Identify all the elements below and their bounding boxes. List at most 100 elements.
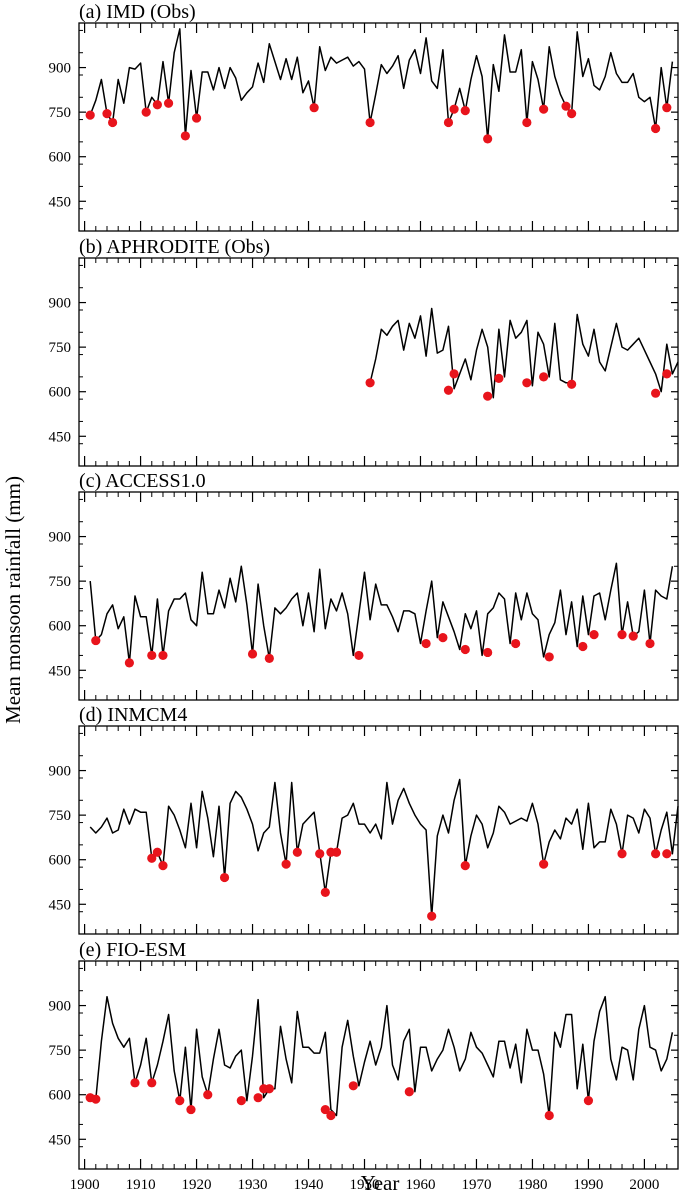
dry-year-marker <box>404 1087 414 1097</box>
y-tick-label: 450 <box>49 663 72 679</box>
dry-year-marker <box>511 638 521 649</box>
x-tick-label: 1900 <box>70 1177 100 1193</box>
x-tick-label: 1940 <box>294 1177 324 1193</box>
dry-year-marker <box>163 98 174 108</box>
y-tick-label: 900 <box>49 764 72 780</box>
dry-year-marker <box>449 369 459 379</box>
dry-year-marker <box>522 117 532 128</box>
dry-year-marker <box>292 847 302 857</box>
dry-year-marker <box>589 630 599 640</box>
plot-frame <box>78 725 679 935</box>
dry-year-marker <box>662 103 672 113</box>
dry-year-marker <box>483 134 493 144</box>
dry-year-marker <box>247 649 258 659</box>
x-axis-label: Year <box>361 1171 400 1195</box>
dry-year-marker <box>309 103 319 113</box>
dry-year-marker <box>628 631 638 641</box>
y-tick-label: 450 <box>49 194 72 210</box>
dry-year-marker <box>320 1104 330 1115</box>
dry-year-marker <box>141 107 151 117</box>
dry-year-marker <box>539 859 549 869</box>
dry-year-marker <box>191 113 202 123</box>
dry-year-marker <box>186 1104 196 1115</box>
dry-year-marker <box>443 117 454 128</box>
dry-year-marker <box>494 373 504 383</box>
x-tick-label: 1950 <box>350 1177 380 1193</box>
dry-year-marker <box>203 1090 213 1100</box>
plot-frame <box>78 257 679 467</box>
x-tick-label: 1930 <box>238 1177 268 1193</box>
y-axis-label: Mean monsoon rainfall (mm) <box>1 476 25 724</box>
x-tick-label: 1990 <box>573 1177 603 1193</box>
dry-year-marker <box>147 650 157 661</box>
dry-year-marker <box>147 1078 157 1088</box>
panel-3: (c) ACCESS1.0 450 600 750 900 <box>49 470 679 701</box>
dry-year-marker <box>544 652 554 662</box>
dry-year-marker <box>354 650 364 661</box>
panel-title: (a) IMD (Obs) <box>79 1 196 23</box>
x-tick-label: 1980 <box>517 1177 547 1193</box>
dry-year-marker <box>264 653 274 664</box>
y-tick-label: 900 <box>49 296 72 312</box>
dry-year-marker <box>107 117 118 128</box>
plot-frame <box>78 960 679 1170</box>
dry-year-marker <box>662 849 672 859</box>
panel-4: (d) INMCM4 450 600 750 900 <box>49 704 679 935</box>
dry-year-marker <box>152 847 162 857</box>
y-tick-label: 750 <box>49 574 72 590</box>
x-tick-label: 2000 <box>629 1177 659 1193</box>
dry-year-marker <box>460 861 470 871</box>
dry-year-marker <box>561 101 571 111</box>
dry-year-marker <box>331 847 342 857</box>
dry-year-marker <box>91 635 101 646</box>
dry-year-marker <box>449 104 459 114</box>
dry-year-marker <box>645 638 655 649</box>
dry-year-marker <box>460 644 470 655</box>
dry-year-marker <box>102 109 112 119</box>
dry-year-marker <box>124 658 134 668</box>
dry-year-marker <box>617 630 627 640</box>
dry-year-marker <box>147 853 157 863</box>
y-tick-label: 900 <box>49 999 72 1015</box>
series-line <box>369 307 679 399</box>
dry-year-marker <box>219 872 230 883</box>
y-tick-label: 900 <box>49 530 72 546</box>
dry-year-marker <box>264 1084 274 1094</box>
dry-year-marker <box>567 379 577 389</box>
dry-year-marker <box>567 109 577 119</box>
dry-year-marker <box>651 849 661 859</box>
y-tick-label: 750 <box>49 1043 72 1059</box>
dry-year-marker <box>365 378 375 388</box>
panel-title: (b) APHRODITE (Obs) <box>79 236 270 258</box>
dry-year-marker <box>583 1096 594 1106</box>
y-tick-label: 600 <box>49 385 72 401</box>
y-tick-label: 450 <box>49 897 72 913</box>
dry-year-marker <box>662 369 672 379</box>
y-tick-label: 600 <box>49 853 72 869</box>
y-tick-label: 750 <box>49 105 72 121</box>
dry-year-marker <box>483 647 493 658</box>
panel-title: (e) FIO-ESM <box>79 939 186 961</box>
panel-2: (b) APHRODITE (Obs) 450 600 750 900 <box>49 236 679 467</box>
plot-frame <box>78 22 679 232</box>
dry-year-marker <box>651 123 661 134</box>
panel-1: (a) IMD (Obs) 450 600 750 900 <box>49 1 679 232</box>
x-tick-label: 1920 <box>182 1177 212 1193</box>
y-tick-label: 600 <box>49 619 72 635</box>
dry-year-marker <box>281 859 291 869</box>
x-tick-label: 1960 <box>405 1177 435 1193</box>
dry-year-marker <box>348 1081 358 1091</box>
dry-year-marker <box>365 117 375 128</box>
x-tick-label: 1970 <box>461 1177 491 1193</box>
dry-year-marker <box>578 641 588 652</box>
y-tick-label: 750 <box>49 808 72 824</box>
x-tick-label: 1910 <box>126 1177 156 1193</box>
dry-year-marker <box>544 1110 554 1121</box>
y-tick-label: 900 <box>49 61 72 77</box>
dry-year-marker <box>130 1078 140 1088</box>
y-tick-label: 600 <box>49 150 72 166</box>
panel-title: (c) ACCESS1.0 <box>79 470 206 492</box>
dry-year-marker <box>85 110 95 120</box>
